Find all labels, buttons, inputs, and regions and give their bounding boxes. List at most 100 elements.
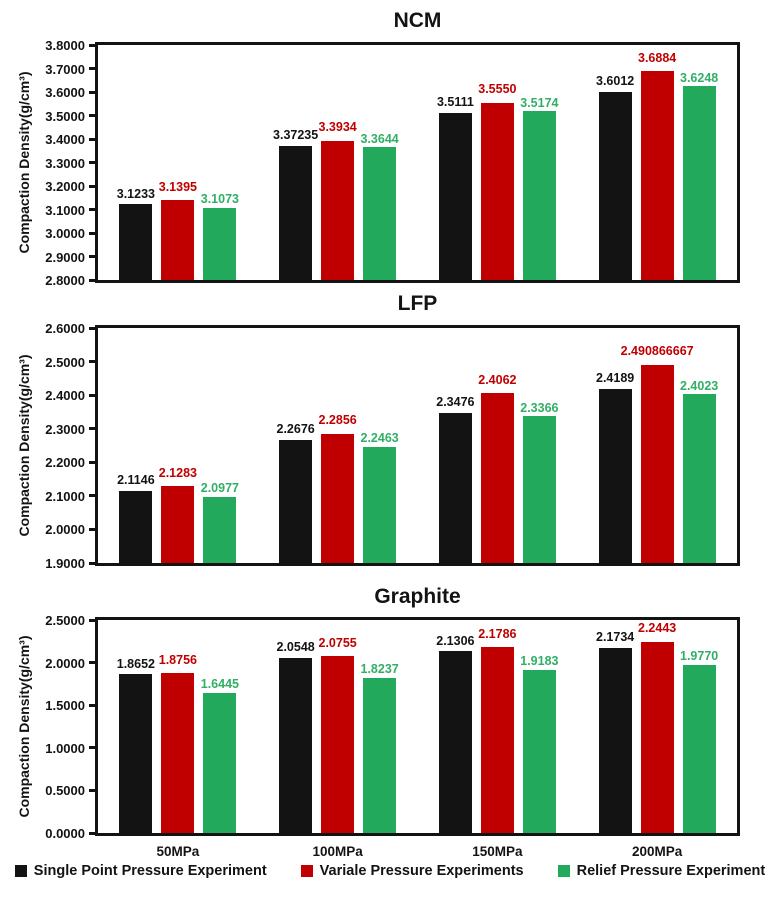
- legend-label: Single Point Pressure Experiment: [33, 863, 267, 879]
- y-tick-label: 2.8000: [45, 273, 85, 288]
- bar-red: [640, 641, 674, 833]
- bar-value-label: 2.3366: [520, 400, 559, 415]
- legend-label: Variale Pressure Experiments: [319, 863, 524, 879]
- bar-red: [161, 486, 195, 563]
- y-tick-mark: [89, 618, 95, 622]
- chart-legend: Single Point Pressure Experiment Variale …: [0, 863, 780, 879]
- bar-value-label: 3.5111: [436, 95, 474, 110]
- bar-black: [598, 91, 632, 280]
- bar-black: [119, 204, 153, 280]
- bar-value-label: 3.1233: [116, 186, 155, 201]
- y-tick-label: 2.5000: [45, 354, 85, 370]
- bar-green: [203, 692, 237, 833]
- bar-value-label: 2.1283: [158, 465, 197, 480]
- y-tick-mark: [89, 43, 95, 47]
- bar-black: [598, 647, 632, 833]
- bar-value-label: 2.0977: [200, 481, 239, 496]
- y-tick-label: 3.1000: [45, 202, 85, 218]
- y-tick-label: 2.0000: [45, 655, 85, 671]
- x-category-label: 100MPa: [312, 844, 363, 859]
- bar-value-label: 1.6445: [200, 677, 239, 692]
- bar-value-label: 2.0548: [276, 640, 315, 655]
- y-tick-mark: [89, 231, 95, 235]
- plot-area-ncm: 3.8000 3.7000 3.6000 3.5000 3.4000 3.3000 3.20…: [45, 39, 740, 287]
- y-tick-label: 1.9000: [45, 556, 85, 571]
- bar-green: [522, 416, 556, 563]
- bar-green: [682, 394, 716, 563]
- y-tick-mark: [89, 184, 95, 188]
- y-tick-label: 2.2000: [45, 455, 85, 471]
- bar-black: [438, 412, 472, 563]
- bar-red: [161, 673, 195, 833]
- bar-red: [161, 200, 195, 280]
- bar-value-label: 2.1146: [117, 473, 155, 488]
- bar-green: [203, 496, 237, 563]
- bar-value-label: 2.4189: [596, 371, 635, 386]
- y-tick-mark: [89, 746, 95, 750]
- bar-red: [321, 656, 355, 833]
- y-tick-mark: [89, 326, 95, 330]
- bar-red: [640, 71, 674, 280]
- bar-black: [598, 388, 632, 563]
- y-tick-mark: [89, 255, 95, 258]
- bar-black: [438, 112, 472, 280]
- y-tick-mark: [89, 494, 95, 498]
- legend-label: Relief Pressure Experiment: [576, 863, 766, 879]
- legend-item: Single Point Pressure Experiment: [14, 863, 267, 879]
- y-axis-title-graphite: Compaction Density(g/cm³): [16, 635, 32, 818]
- x-category-label: 150MPa: [472, 844, 523, 859]
- bar-value-label: 2.4062: [478, 372, 517, 387]
- bar-value-label: 1.8652: [116, 656, 155, 671]
- y-tick-label: 3.0000: [45, 226, 85, 241]
- bar-value-label: 3.6884: [638, 50, 677, 65]
- y-tick-mark: [89, 137, 95, 141]
- bar-value-label: 3.1395: [158, 179, 197, 194]
- bar-value-label: 2.4023: [680, 378, 719, 393]
- y-tick-mark: [89, 393, 95, 397]
- chart-title-graphite: Graphite: [374, 585, 461, 608]
- bar-black: [119, 674, 153, 833]
- bar-value-label: 1.9770: [680, 649, 719, 664]
- bar-value-label: 2.2856: [318, 413, 357, 428]
- bar-value-label: 2.3476: [436, 395, 475, 410]
- y-tick-mark: [89, 831, 95, 835]
- bar-red: [480, 393, 514, 563]
- bar-red: [321, 140, 355, 280]
- y-tick-label: 3.8000: [45, 38, 85, 53]
- y-tick-mark: [89, 360, 95, 364]
- legend-item: Variale Pressure Experiments: [300, 863, 524, 879]
- y-tick-label: 2.6000: [45, 321, 85, 336]
- bar-value-label: 2.2463: [360, 431, 399, 446]
- y-tick-label: 0.5000: [45, 783, 85, 799]
- bar-green: [682, 86, 716, 280]
- y-tick-label: 3.2000: [45, 179, 85, 194]
- y-tick-mark: [89, 703, 95, 707]
- y-tick-mark: [89, 278, 95, 282]
- bar-green: [682, 664, 716, 833]
- bar-black: [119, 490, 153, 563]
- bar-red: [480, 102, 514, 280]
- bar-green: [363, 446, 397, 563]
- bar-value-label: 2.2676: [276, 422, 315, 437]
- bar-black: [279, 145, 313, 280]
- legend-item: Relief Pressure Experiment: [557, 863, 766, 879]
- bar-value-label: 3.5174: [520, 95, 559, 110]
- x-category-label: 200MPa: [631, 844, 683, 859]
- y-tick-mark: [89, 661, 95, 665]
- y-tick-label: 0.0000: [45, 826, 85, 841]
- bar-value-label: 2.0755: [318, 635, 357, 650]
- y-tick-mark: [89, 90, 95, 94]
- bar-value-label: 1.9183: [520, 654, 559, 669]
- y-tick-mark: [89, 460, 95, 464]
- y-tick-mark: [89, 527, 95, 531]
- legend-swatch-icon: [14, 865, 27, 877]
- bar-value-label: 2.1306: [436, 633, 475, 648]
- chart-title-ncm: NCM: [393, 9, 442, 32]
- bar-green: [363, 677, 397, 833]
- bar-value-label: 3.1073: [200, 192, 239, 207]
- y-tick-mark: [89, 561, 95, 565]
- bar-green: [363, 147, 397, 280]
- y-tick-mark: [89, 161, 95, 164]
- y-tick-label: 1.5000: [45, 698, 85, 714]
